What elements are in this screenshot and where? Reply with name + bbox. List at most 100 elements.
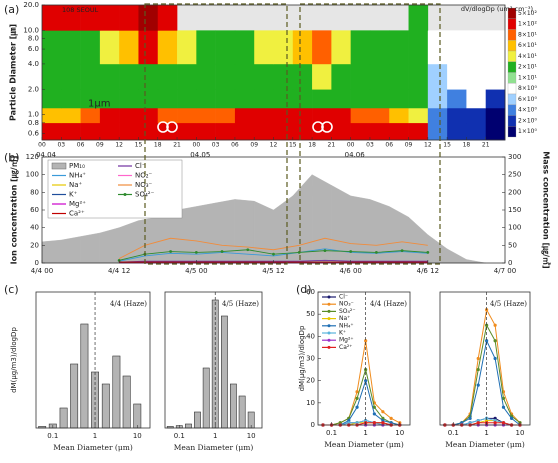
heat-cell: [119, 107, 139, 124]
chart-title: 4/5 (Haze): [490, 300, 527, 308]
x-tick-label: 4/6 00: [339, 267, 361, 275]
heat-cell: [99, 89, 120, 109]
x-tick-label: 09: [96, 142, 104, 149]
colorbar-label: 4×10¹: [518, 53, 537, 60]
heat-cell: [369, 63, 390, 90]
series-marker: [381, 421, 385, 425]
heat-cell: [273, 30, 294, 65]
colorbar-label: 5×10²: [518, 10, 537, 17]
x-tick-label: 21: [482, 142, 490, 149]
heat-cell: [157, 30, 178, 65]
heat-cell: [447, 63, 467, 90]
x-tick-label: 10: [516, 429, 525, 437]
colorbar-label: 6×10¹: [518, 42, 537, 49]
event-symbol: [312, 121, 324, 133]
colorbar-label: 2×10⁰: [518, 117, 537, 124]
heat-cell: [427, 63, 448, 90]
heat-cell: [389, 30, 409, 65]
series-marker: [493, 356, 497, 361]
heat-cell: [157, 89, 178, 109]
legend-label: Na⁺: [339, 315, 350, 322]
x-tick-label: 1: [363, 429, 367, 437]
heat-cell: [196, 122, 216, 141]
series-marker: [349, 250, 353, 253]
heat-cell: [408, 107, 429, 124]
heat-cell: [254, 30, 274, 65]
heat-cell: [119, 30, 139, 65]
heat-cell: [485, 30, 506, 65]
colorbar-swatch: [507, 83, 517, 95]
y-axis-title: Particle Diameter [㎛]: [9, 24, 19, 121]
bar: [59, 407, 68, 429]
plot-frame: [35, 291, 151, 429]
x-tick-label: 1: [213, 432, 217, 440]
series-marker: [476, 421, 480, 425]
y-tick-label: 0: [35, 259, 39, 267]
heat-cell: [42, 122, 62, 141]
series-line: [444, 339, 521, 426]
heat-cell: [234, 122, 255, 141]
panel: PM₁₀ Cl⁻ NH₄⁺ NO₂⁻ Na⁺ NO₃⁻ K⁺ SO₄²⁻ Mg²⁺ Ca²⁺ 4/4…: [4, 151, 552, 275]
x-tick-label: 1: [93, 432, 97, 440]
legend-swatch: [51, 162, 67, 170]
x-tick-label: 06: [385, 142, 393, 149]
series-marker: [460, 421, 464, 425]
y-axis-title: dM(μg/m3)/dlogDp: [298, 325, 306, 391]
colorbar-swatch: [507, 61, 517, 73]
panel-label: (b): [4, 151, 20, 164]
area-segment: [80, 232, 101, 264]
bar: [221, 315, 228, 429]
legend-label: Ca²⁺: [69, 210, 85, 218]
x-tick-label: 12: [424, 142, 432, 149]
heat-cell: [196, 107, 216, 124]
series-marker: [476, 356, 480, 361]
heat-cell: [42, 63, 62, 90]
x-tick-label: 10: [133, 432, 142, 440]
x-tick-label: 10: [395, 429, 404, 437]
heat-cell: [196, 89, 216, 109]
legend-marker: [327, 324, 331, 328]
heat-cell: [138, 30, 159, 65]
series-marker: [485, 418, 489, 423]
legend-label: Mg²⁺: [69, 200, 86, 208]
heat-cell: [485, 63, 506, 90]
heat-cell: [138, 5, 159, 31]
heat-cell: [119, 5, 139, 31]
legend-label: NH₄⁺: [339, 322, 354, 329]
colorbar-label: 6×10⁰: [518, 96, 537, 103]
heat-cell: [177, 63, 197, 90]
series-marker: [476, 418, 480, 423]
colorbar-label: 2×10¹: [518, 64, 537, 71]
legend-marker: [327, 338, 331, 342]
heat-cell: [408, 89, 429, 109]
heat-cell: [215, 30, 236, 65]
legend-label: NH₄⁺: [69, 172, 86, 180]
x-tick-label: 0.1: [448, 429, 459, 437]
heat-cell: [99, 107, 120, 124]
overlay: [144, 3, 441, 265]
heat-cell: [312, 89, 332, 109]
series-marker: [372, 412, 376, 416]
panel-label: (a): [4, 3, 19, 16]
plot-area: [318, 292, 410, 425]
y-tick-label: 30: [306, 355, 315, 363]
heat-cell: [466, 107, 487, 124]
heat-cell: [408, 122, 429, 141]
bar: [202, 367, 210, 429]
x-tick-label: 0.1: [326, 429, 337, 437]
heat-cell: [447, 89, 467, 109]
legend-label: NO₂⁻: [135, 172, 153, 180]
heat-cell: [157, 122, 178, 141]
colorbar-label: 4×10⁰: [518, 107, 537, 114]
heat-cell: [42, 107, 62, 124]
legend-label: Na⁺: [69, 181, 83, 189]
heat-cell: [350, 122, 371, 141]
y-tick-label: 60: [306, 288, 315, 296]
series-marker: [355, 405, 359, 409]
x-tick-label: 15: [135, 142, 143, 149]
series-marker: [323, 249, 327, 253]
x-tick-label: 0.1: [47, 432, 58, 440]
heat-cell: [177, 30, 197, 65]
y-tick-label: 40: [30, 224, 39, 232]
